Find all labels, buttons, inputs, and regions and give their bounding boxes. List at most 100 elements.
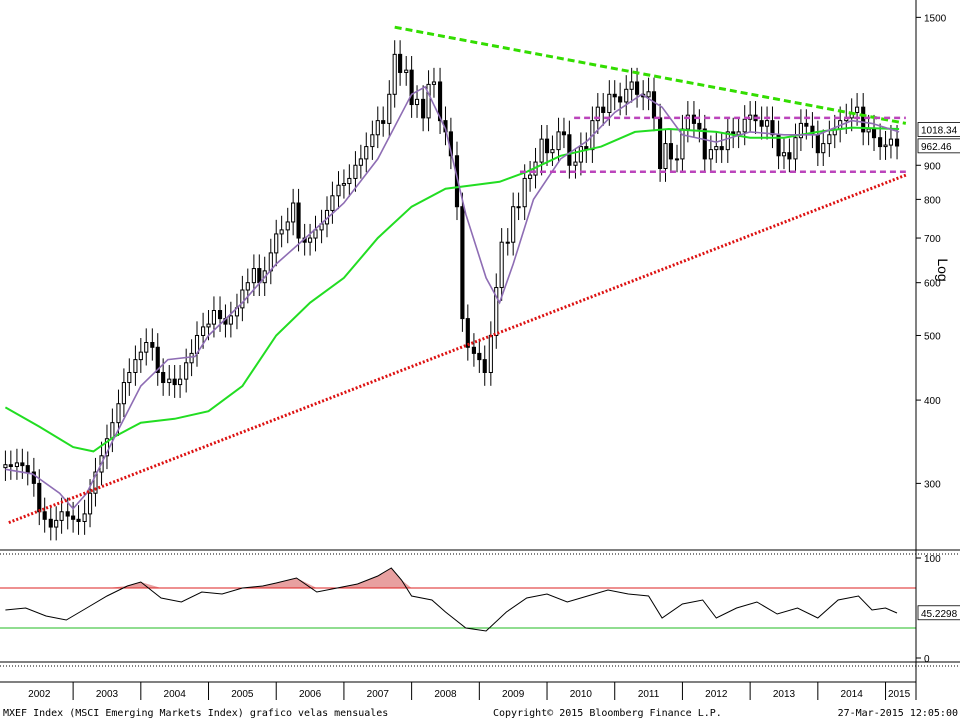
candle-body-83 bbox=[471, 346, 476, 354]
indicator-line bbox=[5, 567, 898, 632]
candle-body-43 bbox=[245, 282, 250, 291]
candle-body-44 bbox=[251, 268, 256, 284]
footer-center: Copyright© 2015 Bloomberg Finance L.P. bbox=[493, 708, 722, 719]
candle-body-106 bbox=[601, 106, 606, 113]
candle-body-6 bbox=[37, 482, 42, 513]
candle-body-84 bbox=[477, 352, 482, 361]
candle-body-23 bbox=[133, 359, 138, 373]
candle-body-138 bbox=[781, 152, 787, 157]
candle-body-121 bbox=[685, 114, 690, 130]
candle-body-48 bbox=[274, 233, 279, 254]
candle-body-85 bbox=[482, 359, 487, 373]
candle-body-99 bbox=[561, 131, 567, 136]
candle-body-58 bbox=[330, 195, 335, 211]
candle-body-77 bbox=[437, 81, 443, 122]
candles-layer bbox=[3, 40, 900, 541]
y-tick-1500: 1500 bbox=[924, 13, 947, 24]
candle-body-134 bbox=[759, 120, 764, 127]
candle-body-128 bbox=[725, 131, 730, 151]
candle-body-45 bbox=[257, 268, 262, 284]
indicator-value-tag-text: 45.2298 bbox=[921, 609, 958, 620]
candle-body-7 bbox=[42, 511, 47, 520]
candle-body-117 bbox=[663, 143, 668, 170]
candle-body-102 bbox=[578, 146, 583, 163]
candle-body-62 bbox=[353, 164, 358, 179]
candle-body-136 bbox=[770, 120, 775, 136]
x-tick-2009: 2009 bbox=[502, 689, 525, 700]
candle-body-25 bbox=[144, 342, 149, 353]
candle-body-67 bbox=[381, 120, 386, 124]
candle-body-0 bbox=[3, 464, 8, 469]
candle-body-82 bbox=[465, 318, 470, 348]
x-tick-2010: 2010 bbox=[570, 689, 593, 700]
candle-body-13 bbox=[76, 518, 81, 523]
candle-body-146 bbox=[827, 134, 832, 145]
candle-body-97 bbox=[550, 149, 555, 154]
candle-body-131 bbox=[742, 118, 747, 133]
last-price-tag-text: 962.46 bbox=[921, 142, 952, 153]
ind-tick-0: 0 bbox=[924, 654, 930, 665]
candle-body-61 bbox=[347, 177, 352, 185]
candle-body-63 bbox=[358, 158, 363, 166]
candle-body-139 bbox=[787, 152, 792, 160]
x-tick-2013: 2013 bbox=[773, 689, 796, 700]
candle-body-11 bbox=[65, 511, 70, 517]
candle-body-55 bbox=[313, 229, 318, 239]
candle-body-115 bbox=[651, 91, 657, 119]
candle-body-122 bbox=[691, 114, 697, 124]
x-tick-2011: 2011 bbox=[638, 689, 660, 700]
candle-body-98 bbox=[556, 131, 561, 151]
ma-value-tag-box bbox=[917, 122, 960, 137]
candle-body-100 bbox=[567, 134, 572, 166]
candle-body-36 bbox=[206, 323, 211, 328]
candle-body-151 bbox=[855, 106, 860, 113]
candle-body-27 bbox=[155, 346, 160, 373]
candle-body-8 bbox=[48, 518, 53, 528]
candle-body-126 bbox=[714, 146, 719, 151]
candle-body-24 bbox=[138, 351, 143, 361]
candle-body-49 bbox=[279, 229, 284, 235]
candle-body-88 bbox=[499, 241, 504, 289]
x-tick-2007: 2007 bbox=[367, 689, 390, 700]
candle-body-18 bbox=[104, 438, 110, 457]
candle-body-70 bbox=[398, 53, 403, 73]
ma-short-line bbox=[5, 85, 900, 510]
candle-body-111 bbox=[629, 81, 634, 90]
candle-body-20 bbox=[116, 403, 121, 424]
candle-body-42 bbox=[240, 289, 245, 309]
lines-layer bbox=[4, 25, 907, 525]
candle-body-89 bbox=[505, 241, 510, 244]
candle-body-73 bbox=[414, 98, 420, 106]
candle-body-59 bbox=[336, 184, 341, 197]
grid-layer bbox=[0, 549, 960, 667]
candle-body-69 bbox=[392, 53, 397, 95]
candle-body-72 bbox=[409, 69, 414, 106]
candle-body-2 bbox=[14, 462, 19, 468]
candle-body-155 bbox=[878, 137, 883, 148]
candle-body-145 bbox=[821, 143, 826, 154]
candle-body-108 bbox=[612, 93, 617, 98]
candle-body-22 bbox=[127, 371, 132, 384]
candle-body-26 bbox=[150, 342, 155, 348]
candle-body-141 bbox=[798, 122, 803, 139]
candle-body-74 bbox=[421, 98, 426, 119]
x-tick-2003: 2003 bbox=[96, 689, 119, 700]
y-tick-500: 500 bbox=[924, 331, 941, 342]
candle-body-33 bbox=[189, 352, 194, 364]
candle-body-124 bbox=[702, 128, 707, 160]
candle-body-54 bbox=[308, 237, 313, 243]
candle-body-9 bbox=[54, 519, 59, 528]
trendline-support bbox=[8, 173, 907, 525]
ma-long-line bbox=[4, 126, 900, 453]
footer-right: 27-Mar-2015 12:05:00 bbox=[838, 708, 958, 719]
candle-body-101 bbox=[573, 161, 578, 166]
candle-body-35 bbox=[201, 326, 206, 336]
candle-body-87 bbox=[494, 287, 499, 336]
last-price-tag-box bbox=[917, 138, 960, 154]
x-tick-2004: 2004 bbox=[164, 689, 187, 700]
candle-body-119 bbox=[674, 158, 680, 161]
candle-body-66 bbox=[375, 120, 380, 136]
candle-body-152 bbox=[861, 106, 866, 133]
